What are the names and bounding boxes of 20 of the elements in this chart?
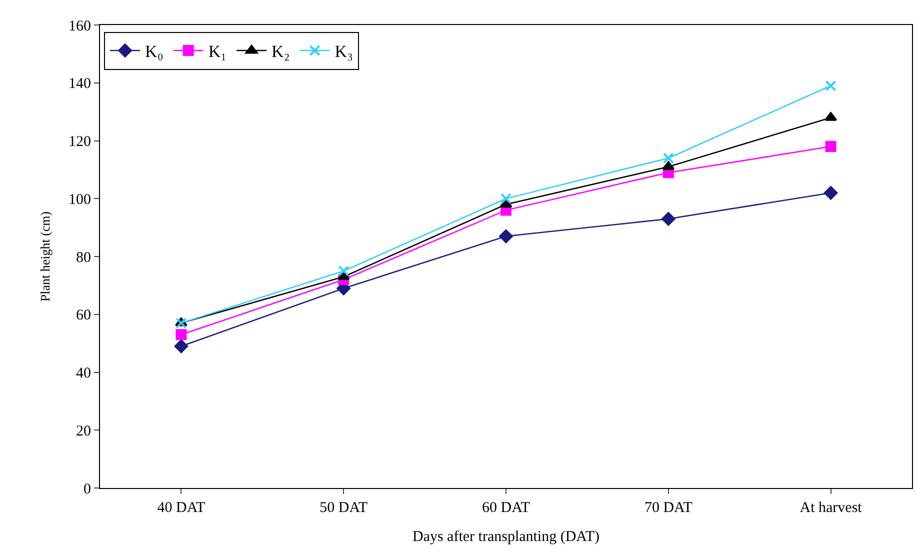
- y-tick-label: 140: [68, 76, 91, 92]
- y-tick-label: 120: [68, 134, 91, 150]
- x-tick-label: 40 DAT: [157, 500, 206, 516]
- y-axis-title: Plant height (cm): [37, 211, 52, 302]
- y-tick-label: 80: [76, 250, 91, 266]
- y-tick-label: 100: [68, 192, 91, 208]
- y-tick-label: 40: [76, 366, 91, 382]
- x-tick-label: 70 DAT: [644, 500, 692, 516]
- y-tick-label: 60: [76, 308, 91, 324]
- legend-label: K₃: [334, 42, 354, 62]
- y-tick-label: 20: [76, 423, 91, 440]
- x-tick-label: 60 DAT: [482, 500, 530, 516]
- x-tick-label: At harvest: [800, 500, 863, 516]
- y-tick-label: 0: [84, 481, 91, 498]
- x-axis-title: Days after transplanting (DAT): [412, 529, 600, 545]
- x-tick-label: 50 DAT: [320, 500, 368, 516]
- legend-label: K₁: [208, 42, 227, 62]
- legend-label: K₂: [272, 42, 290, 62]
- y-tick-label: 160: [68, 18, 91, 34]
- legend-label: K₀: [145, 42, 164, 62]
